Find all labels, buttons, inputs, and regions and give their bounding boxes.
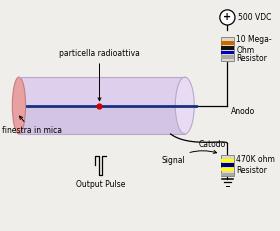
Ellipse shape xyxy=(175,77,194,134)
Ellipse shape xyxy=(12,77,25,134)
Text: Signal: Signal xyxy=(161,150,217,165)
Text: Resistor: Resistor xyxy=(236,54,267,63)
Bar xyxy=(221,41,234,45)
Text: 10 Mega-
Ohm: 10 Mega- Ohm xyxy=(236,35,272,55)
Bar xyxy=(221,46,234,50)
Text: Catodo: Catodo xyxy=(199,140,226,149)
Bar xyxy=(19,77,185,106)
Bar xyxy=(221,37,234,61)
Bar xyxy=(221,155,234,176)
Bar xyxy=(221,173,234,176)
Bar xyxy=(221,159,234,162)
Bar xyxy=(221,55,234,59)
Bar xyxy=(221,163,234,167)
Text: particella radioattiva: particella radioattiva xyxy=(59,49,140,101)
Text: Output Pulse: Output Pulse xyxy=(76,180,125,189)
Text: +: + xyxy=(223,12,232,22)
Text: finestra in mica: finestra in mica xyxy=(2,116,62,135)
Circle shape xyxy=(220,10,235,25)
Text: 500 VDC: 500 VDC xyxy=(238,13,271,22)
Bar xyxy=(221,168,234,171)
Text: 470K ohm
Resistor: 470K ohm Resistor xyxy=(236,155,275,175)
Bar xyxy=(221,51,234,54)
Bar xyxy=(19,77,185,134)
Text: Anodo: Anodo xyxy=(231,107,255,116)
